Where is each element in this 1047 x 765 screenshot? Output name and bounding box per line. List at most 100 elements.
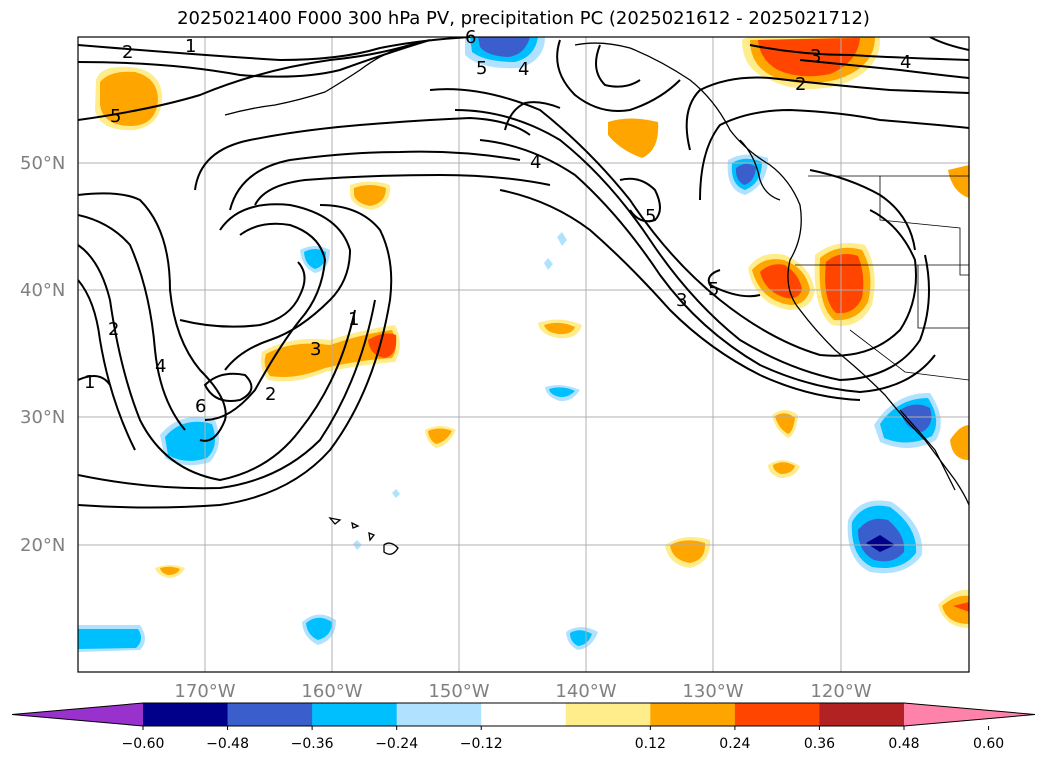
precip-blob	[825, 254, 864, 314]
colorbar-segment	[227, 703, 313, 726]
lat-tick-labels: 20°N 30°N 40°N 50°N	[20, 153, 65, 556]
pv-contour	[254, 173, 551, 206]
contour-label: 6	[195, 396, 206, 417]
colorbar-segment	[819, 703, 905, 726]
pv-contour	[699, 108, 969, 201]
contour-label: 5	[645, 206, 656, 227]
colorbar-segment	[143, 703, 229, 726]
contour-label: 3	[676, 290, 687, 311]
lon-tick-labels: 170°W 160°W 150°W 140°W 130°W 120°W	[174, 681, 871, 702]
precip-blob	[78, 629, 142, 649]
precip-blob	[160, 566, 180, 575]
contour-label: 4	[155, 356, 166, 377]
borders	[795, 175, 969, 381]
precip-blob	[953, 602, 969, 612]
lon-tick-label: 170°W	[174, 681, 235, 702]
border-line	[917, 265, 969, 329]
colorbar-tick-label: −0.60	[122, 736, 165, 752]
chart-title: 2025021400 F000 300 hPa PV, precipitatio…	[177, 8, 870, 29]
lon-tick-label: 160°W	[301, 681, 362, 702]
pv-contour	[454, 109, 930, 382]
precip-blob	[354, 185, 386, 206]
contour-label: 5	[476, 58, 487, 79]
precip-blob	[165, 421, 216, 461]
pv-contour	[219, 203, 352, 371]
contour-label: 2	[795, 74, 806, 95]
island	[383, 542, 399, 555]
pv-contour	[229, 150, 521, 211]
map-frame	[77, 36, 970, 673]
precip-shading	[78, 37, 969, 652]
pv-contour	[78, 192, 227, 442]
lat-tick-label: 20°N	[20, 535, 65, 556]
colorbar-segment	[312, 703, 398, 726]
contour-label: 3	[310, 339, 321, 360]
precip-blob	[368, 333, 397, 358]
pv-contour	[504, 101, 561, 131]
pv-contour	[749, 44, 969, 61]
colorbar-segment	[565, 703, 651, 726]
pv-contour	[78, 279, 136, 451]
colorbar-tick-label: −0.24	[375, 736, 418, 752]
pv-contour	[619, 177, 661, 223]
colorbar-tick-label: 0.12	[635, 736, 666, 752]
contour-label: 2	[108, 319, 119, 340]
coastline	[739, 139, 781, 201]
contour-label: 3	[810, 46, 821, 67]
colorbar-segment	[734, 703, 820, 726]
pv-contour	[203, 372, 253, 402]
precip-blob	[670, 540, 706, 563]
island	[351, 521, 360, 529]
contour-label: 1	[84, 372, 95, 393]
coastline	[224, 47, 401, 116]
precip-blob	[866, 535, 895, 552]
island	[368, 531, 376, 542]
pv-contour	[499, 189, 861, 401]
pv-contour	[179, 261, 306, 328]
lat-tick-label: 40°N	[20, 280, 65, 301]
border-line	[879, 176, 969, 276]
precip-blob	[948, 165, 969, 198]
precip-blob	[950, 425, 969, 460]
contour-label: 6	[465, 27, 476, 48]
colorbar-tick-label: 0.36	[804, 736, 835, 752]
pv-contour	[78, 204, 393, 509]
precip-blob	[758, 38, 860, 77]
precip-blob	[544, 322, 575, 335]
precip-blob	[306, 617, 332, 640]
colorbar: −0.60 −0.48 −0.36 −0.24 −0.12 0.12 0.24 0.36 0.4…	[11, 702, 1036, 752]
map-panel	[78, 37, 969, 672]
pv-contour	[78, 39, 431, 78]
pv-contour	[78, 41, 421, 121]
colorbar-segment	[396, 703, 482, 726]
pv-contour	[809, 169, 916, 251]
pv-contour	[556, 39, 681, 112]
pv-contour	[204, 222, 327, 421]
precip-blob	[557, 232, 567, 246]
pv-contour	[595, 44, 641, 88]
precip-blob	[775, 413, 795, 434]
pv-contour	[429, 88, 917, 357]
contour-label: 1	[348, 309, 359, 330]
pv-contour	[929, 37, 969, 51]
pv-contour	[78, 37, 471, 62]
precip-blob	[608, 118, 659, 158]
colorbar-segment	[650, 703, 736, 726]
colorbar-tick-label: 0.24	[719, 736, 750, 752]
colorbar-extend-high	[904, 703, 1035, 726]
precip-blob	[773, 462, 795, 474]
precip-blob	[478, 37, 530, 57]
contour-labels: 2 1 5 6 4 2 1 3 5 4 3 5 2 4 5 6 4 3 2 1	[84, 27, 911, 417]
contour-label: 2	[122, 42, 133, 63]
precip-blob	[392, 489, 400, 498]
border-line	[849, 329, 969, 381]
lat-tick-label: 50°N	[20, 153, 65, 174]
lon-tick-label: 150°W	[428, 681, 489, 702]
precip-blob	[264, 330, 396, 377]
pv-contour	[685, 76, 969, 151]
lat-tick-label: 30°N	[20, 407, 65, 428]
lon-tick-label: 140°W	[555, 681, 616, 702]
contour-label: 5	[110, 106, 121, 127]
pv-contour	[707, 269, 761, 298]
contour-label: 5	[708, 279, 719, 300]
